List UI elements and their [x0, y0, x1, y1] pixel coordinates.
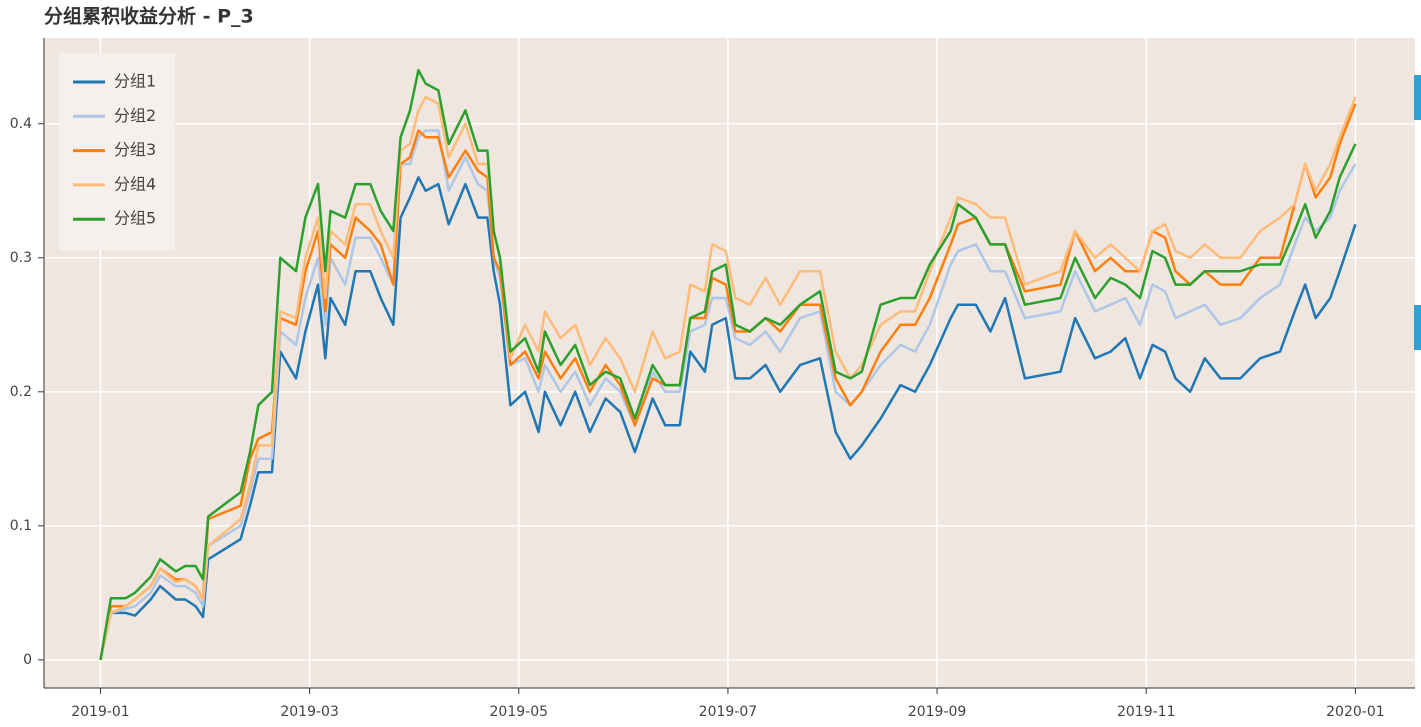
x-tick-label: 2019-01	[71, 704, 130, 720]
side-tab[interactable]	[1414, 305, 1421, 350]
legend-label: 分组2	[114, 106, 156, 125]
legend-label: 分组4	[114, 174, 156, 193]
lines	[99, 68, 1357, 661]
chart-title: 分组累积收益分析 - P_3	[44, 5, 254, 28]
y-tick-label: 0	[23, 652, 32, 668]
series-line	[99, 103, 1357, 661]
x-tick-label: 2020-01	[1326, 704, 1385, 720]
y-tick-label: 0.4	[10, 116, 32, 132]
y-tick-label: 0.2	[10, 384, 32, 400]
legend-label: 分组3	[114, 140, 156, 159]
legend-label: 分组1	[114, 72, 156, 91]
x-tick-label: 2019-07	[699, 704, 758, 720]
series-line	[99, 176, 1357, 661]
side-tab[interactable]	[1414, 75, 1421, 120]
x-tick-label: 2019-11	[1117, 704, 1176, 720]
legend: 分组1 分组2 分组3 分组4 分组5	[59, 53, 175, 250]
plot-area	[44, 38, 1415, 688]
series-line	[99, 68, 1357, 661]
series-line	[99, 95, 1357, 661]
legend-label: 分组5	[114, 209, 156, 228]
x-tick-label: 2019-05	[490, 704, 549, 720]
axes: 0 0.1 0.2 0.3 0.4 2019-01 2019-03 2019-05 2019-0…	[10, 38, 1415, 720]
y-tick-label: 0.1	[10, 518, 32, 534]
x-tick-label: 2019-09	[908, 704, 967, 720]
x-tick-label: 2019-03	[280, 704, 339, 720]
y-tick-label: 0.3	[10, 250, 32, 266]
